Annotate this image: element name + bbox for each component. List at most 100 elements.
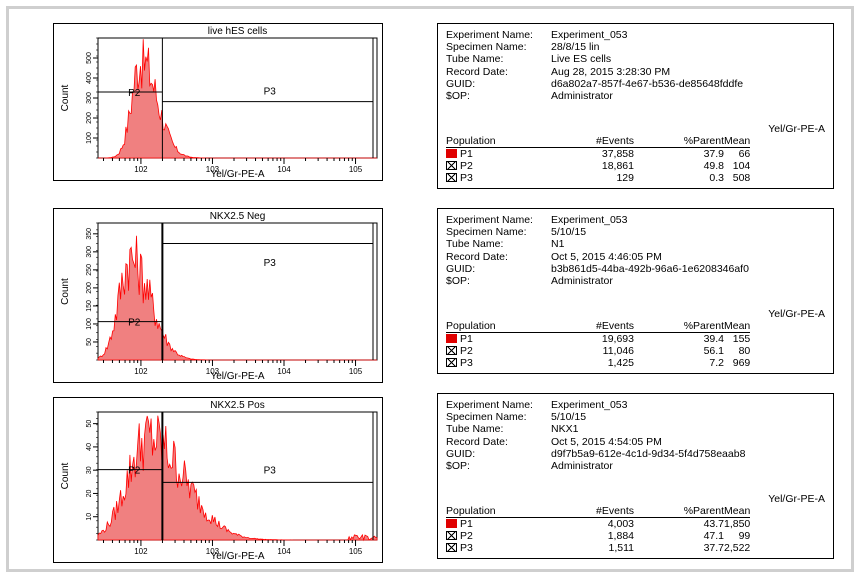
tube-name-label: Tube Name: xyxy=(446,423,504,436)
table-row: P1 4,003 43.7 1,850 xyxy=(446,518,751,530)
events-value: 1,425 xyxy=(607,357,634,369)
gate-label-p2: P2 xyxy=(128,88,141,99)
parent-value: 7.2 xyxy=(709,357,724,369)
record-date-row: Record Date: Oct 5, 2015 4:54:05 PM xyxy=(446,436,745,448)
parent-value: 37.7 xyxy=(703,542,724,554)
y-tick-label: 50 xyxy=(86,338,93,346)
y-tick-label: 100 xyxy=(86,318,93,330)
y-tick-label: 100 xyxy=(86,132,93,144)
gate-label-p3: P3 xyxy=(264,258,277,269)
y-tick-label: 150 xyxy=(86,300,93,312)
y-tick-label: 250 xyxy=(86,264,93,276)
population-header: Population xyxy=(446,320,564,333)
record-date-value: Aug 28, 2015 3:28:30 PM xyxy=(551,65,671,78)
guid-row: GUID: b3b861d5-44ba-492b-96a6-1e6208346af… xyxy=(446,263,749,275)
table-row: P3 1,511 37.7 2,522 xyxy=(446,542,750,554)
histogram-chart-3: NKX2.5 Pos P2 P3 102 103 104 105 Yel/Gr-PE-A 10 2… xyxy=(60,400,378,562)
population-swatch xyxy=(446,334,457,343)
x-axis-label: Yel/Gr-PE-A xyxy=(210,371,264,382)
mean-value: 104 xyxy=(732,160,751,172)
chart-title: NKX2.5 Pos xyxy=(210,400,264,411)
parent-value: 39.4 xyxy=(703,333,724,345)
y-tick-label: 30 xyxy=(86,466,93,474)
tube-name-value: NKX1 xyxy=(551,423,579,436)
gate-label-p2: P2 xyxy=(128,318,141,329)
x-tick-label: 102 xyxy=(134,165,148,174)
operator-row: $OP: Administrator xyxy=(446,460,745,472)
specimen-name-row: Specimen Name: 28/8/15 lin xyxy=(446,41,743,53)
operator-row: $OP: Administrator xyxy=(446,275,749,287)
record-date-value: Oct 5, 2015 4:46:05 PM xyxy=(551,250,662,263)
experiment-name-label: Experiment Name: xyxy=(446,399,533,411)
mean-value: 1,850 xyxy=(724,518,751,530)
x-tick-label: 103 xyxy=(206,547,220,556)
histogram-panel-3: NKX2.5 Pos P2 P3 102 103 104 105 Yel/Gr-PE-A 10 2… xyxy=(53,397,383,563)
tube-name-label: Tube Name: xyxy=(446,53,504,66)
x-axis-label: Yel/Gr-PE-A xyxy=(210,169,264,180)
tube-name-row: Tube Name: N1 xyxy=(446,238,749,250)
events-value: 19,693 xyxy=(601,333,634,345)
table-row: P2 1,884 47.1 99 xyxy=(446,530,750,542)
operator-value: Administrator xyxy=(551,274,613,287)
y-tick-label: 10 xyxy=(86,513,93,521)
histogram-panel-2: NKX2.5 Neg P2 P3 102 103 104 105 Yel/Gr-PE-A 50 1… xyxy=(53,208,383,383)
x-tick-label: 105 xyxy=(349,547,363,556)
chart-title: NKX2.5 Neg xyxy=(210,211,266,222)
tube-name-label: Tube Name: xyxy=(446,238,504,251)
population-name: P1 xyxy=(460,148,473,160)
experiment-name-value: Experiment_053 xyxy=(551,29,628,41)
events-value: 4,003 xyxy=(607,518,634,530)
parent-value: 43.7 xyxy=(703,518,724,530)
mean-value: 969 xyxy=(732,357,751,369)
record-date-row: Record Date: Aug 28, 2015 3:28:30 PM xyxy=(446,66,743,78)
y-tick-label: 200 xyxy=(86,282,93,294)
population-swatch xyxy=(446,543,457,552)
mean-header: Mean xyxy=(724,320,751,333)
table-row: P2 11,046 56.1 80 xyxy=(446,345,750,357)
record-date-label: Record Date: xyxy=(446,435,508,448)
events-value: 129 xyxy=(616,172,634,184)
metadata: Experiment Name: Experiment_053 Specimen N… xyxy=(446,399,745,472)
table-header: Population #Events %Parent Mean xyxy=(446,320,751,333)
specimen-name-row: Specimen Name: 5/10/15 xyxy=(446,411,745,423)
specimen-name-value: 5/10/15 xyxy=(551,226,587,239)
population-header: Population xyxy=(446,135,564,148)
mean-value: 80 xyxy=(738,345,751,357)
population-name: P2 xyxy=(460,160,473,172)
population-swatch xyxy=(446,346,457,355)
y-axis-label: Count xyxy=(60,462,71,489)
histogram-panel-1: live hES cells P2 P3 102 103 104 105 Yel/Gr-PE-… xyxy=(53,23,383,181)
events-header: #Events xyxy=(564,320,634,333)
histogram-area xyxy=(97,415,378,542)
stats-box-1: Experiment Name: Experiment_053 Specimen N… xyxy=(437,23,834,189)
chart-title: live hES cells xyxy=(208,26,267,37)
histogram-chart-2: NKX2.5 Neg P2 P3 102 103 104 105 Yel/Gr-PE-A 50 1… xyxy=(60,211,378,382)
guid-row: GUID: d6a802a7-857f-4e67-b536-de85648fddf… xyxy=(446,78,743,90)
y-tick-label: 300 xyxy=(86,92,93,104)
experiment-name-value: Experiment_053 xyxy=(551,214,628,226)
population-table: Population #Events %Parent Mean P1 4,003 43.7 1… xyxy=(446,505,751,554)
mean-value: 155 xyxy=(732,333,751,345)
population-name: P3 xyxy=(460,172,473,184)
x-axis-label: Yel/Gr-PE-A xyxy=(210,551,264,562)
experiment-name-label: Experiment Name: xyxy=(446,29,533,41)
y-tick-label: 400 xyxy=(86,72,93,84)
mean-header: Mean xyxy=(724,135,751,148)
operator-label: $OP: xyxy=(446,459,470,472)
population-name: P1 xyxy=(460,518,473,530)
population-name: P2 xyxy=(460,345,473,357)
table-row: P3 1,425 7.2 969 xyxy=(446,357,750,369)
metadata: Experiment Name: Experiment_053 Specimen N… xyxy=(446,214,749,287)
gate-label-p2: P2 xyxy=(128,466,141,477)
events-header: #Events xyxy=(564,505,634,518)
guid-row: GUID: d9f7b5a9-612e-4c1d-9d34-5f4d758eaab… xyxy=(446,448,745,460)
events-value: 37,858 xyxy=(601,148,634,160)
parent-header: %Parent xyxy=(634,320,724,333)
x-tick-label: 103 xyxy=(206,367,220,376)
x-tick-label: 105 xyxy=(349,165,363,174)
population-swatch xyxy=(446,161,457,170)
guid-value: d9f7b5a9-612e-4c1d-9d34-5f4d758eaab8 xyxy=(551,447,746,460)
record-date-label: Record Date: xyxy=(446,65,508,78)
mean-value: 508 xyxy=(732,172,751,184)
specimen-name-label: Specimen Name: xyxy=(446,41,527,54)
